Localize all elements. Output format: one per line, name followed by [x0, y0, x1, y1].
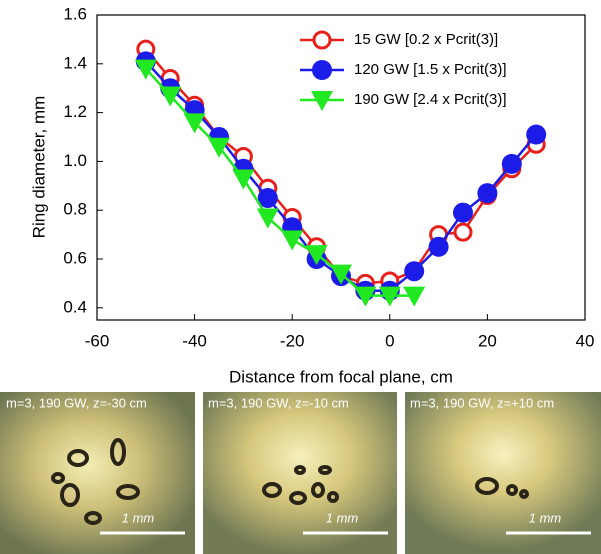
photo-panel: m=3, 190 GW, z=-30 cm 1 mm	[0, 392, 195, 554]
marker	[312, 60, 332, 80]
x-tick-label: -60	[85, 331, 110, 350]
series	[134, 59, 426, 307]
x-tick-label: 20	[478, 331, 497, 350]
photo-detail	[475, 477, 529, 499]
y-tick-label: 0.8	[63, 200, 87, 219]
marker	[232, 169, 255, 190]
marker	[183, 113, 206, 134]
marker	[453, 222, 473, 242]
marker	[208, 137, 230, 158]
y-tick-label: 1.6	[63, 4, 87, 23]
marker	[305, 245, 328, 266]
scale-label: 1 mm	[326, 510, 359, 525]
scale-label: 1 mm	[529, 510, 562, 525]
photo	[405, 392, 601, 554]
y-tick-label: 1.2	[63, 102, 87, 121]
legend-label: 15 GW [0.2 x Pcrit(3)]	[354, 31, 498, 48]
photo-caption: m=3, 190 GW, z=-10 cm	[208, 395, 349, 410]
marker	[257, 188, 278, 208]
marker	[354, 286, 377, 307]
photo-detail	[262, 465, 339, 505]
y-tick-label: 1.4	[63, 53, 87, 72]
photo-panel: m=3, 190 GW, z=-10 cm 1 mm	[203, 392, 397, 554]
x-axis-label: Distance from focal plane, cm	[229, 367, 453, 386]
y-tick-label: 0.6	[63, 248, 87, 267]
photo	[0, 392, 195, 554]
series-line	[144, 48, 538, 285]
legend-label: 190 GW [2.4 x Pcrit(3)]	[354, 91, 507, 108]
marker	[403, 286, 426, 307]
marker	[281, 230, 304, 251]
x-tick-label: -20	[280, 331, 305, 350]
photo-caption: m=3, 190 GW, z=-30 cm	[6, 395, 147, 410]
y-axis-label: Ring diameter, mm	[29, 96, 48, 239]
marker	[404, 261, 425, 282]
x-tick-label: -40	[182, 331, 207, 350]
marker	[378, 286, 401, 307]
series	[135, 51, 547, 301]
x-tick-label: 40	[576, 331, 595, 350]
y-tick-label: 1.0	[63, 151, 87, 170]
marker	[159, 86, 182, 107]
plot-frame	[96, 14, 586, 321]
marker	[428, 236, 449, 257]
marker	[256, 208, 279, 229]
marker	[501, 153, 522, 174]
photo-caption: m=3, 190 GW, z=+10 cm	[410, 395, 554, 410]
marker	[477, 183, 498, 204]
marker	[330, 264, 352, 285]
marker	[453, 202, 473, 223]
legend-label: 120 GW [1.5 x Pcrit(3)]	[354, 61, 507, 78]
photo-detail	[51, 438, 140, 525]
marker	[312, 30, 332, 50]
marker	[311, 91, 333, 111]
marker	[526, 124, 547, 145]
y-tick-label: 0.4	[63, 297, 87, 316]
photo-panel: m=3, 190 GW, z=+10 cm 1 mm	[405, 392, 601, 554]
marker	[134, 59, 157, 80]
scale-label: 1 mm	[122, 510, 155, 525]
x-tick-label: 0	[385, 331, 394, 350]
series	[136, 39, 546, 293]
